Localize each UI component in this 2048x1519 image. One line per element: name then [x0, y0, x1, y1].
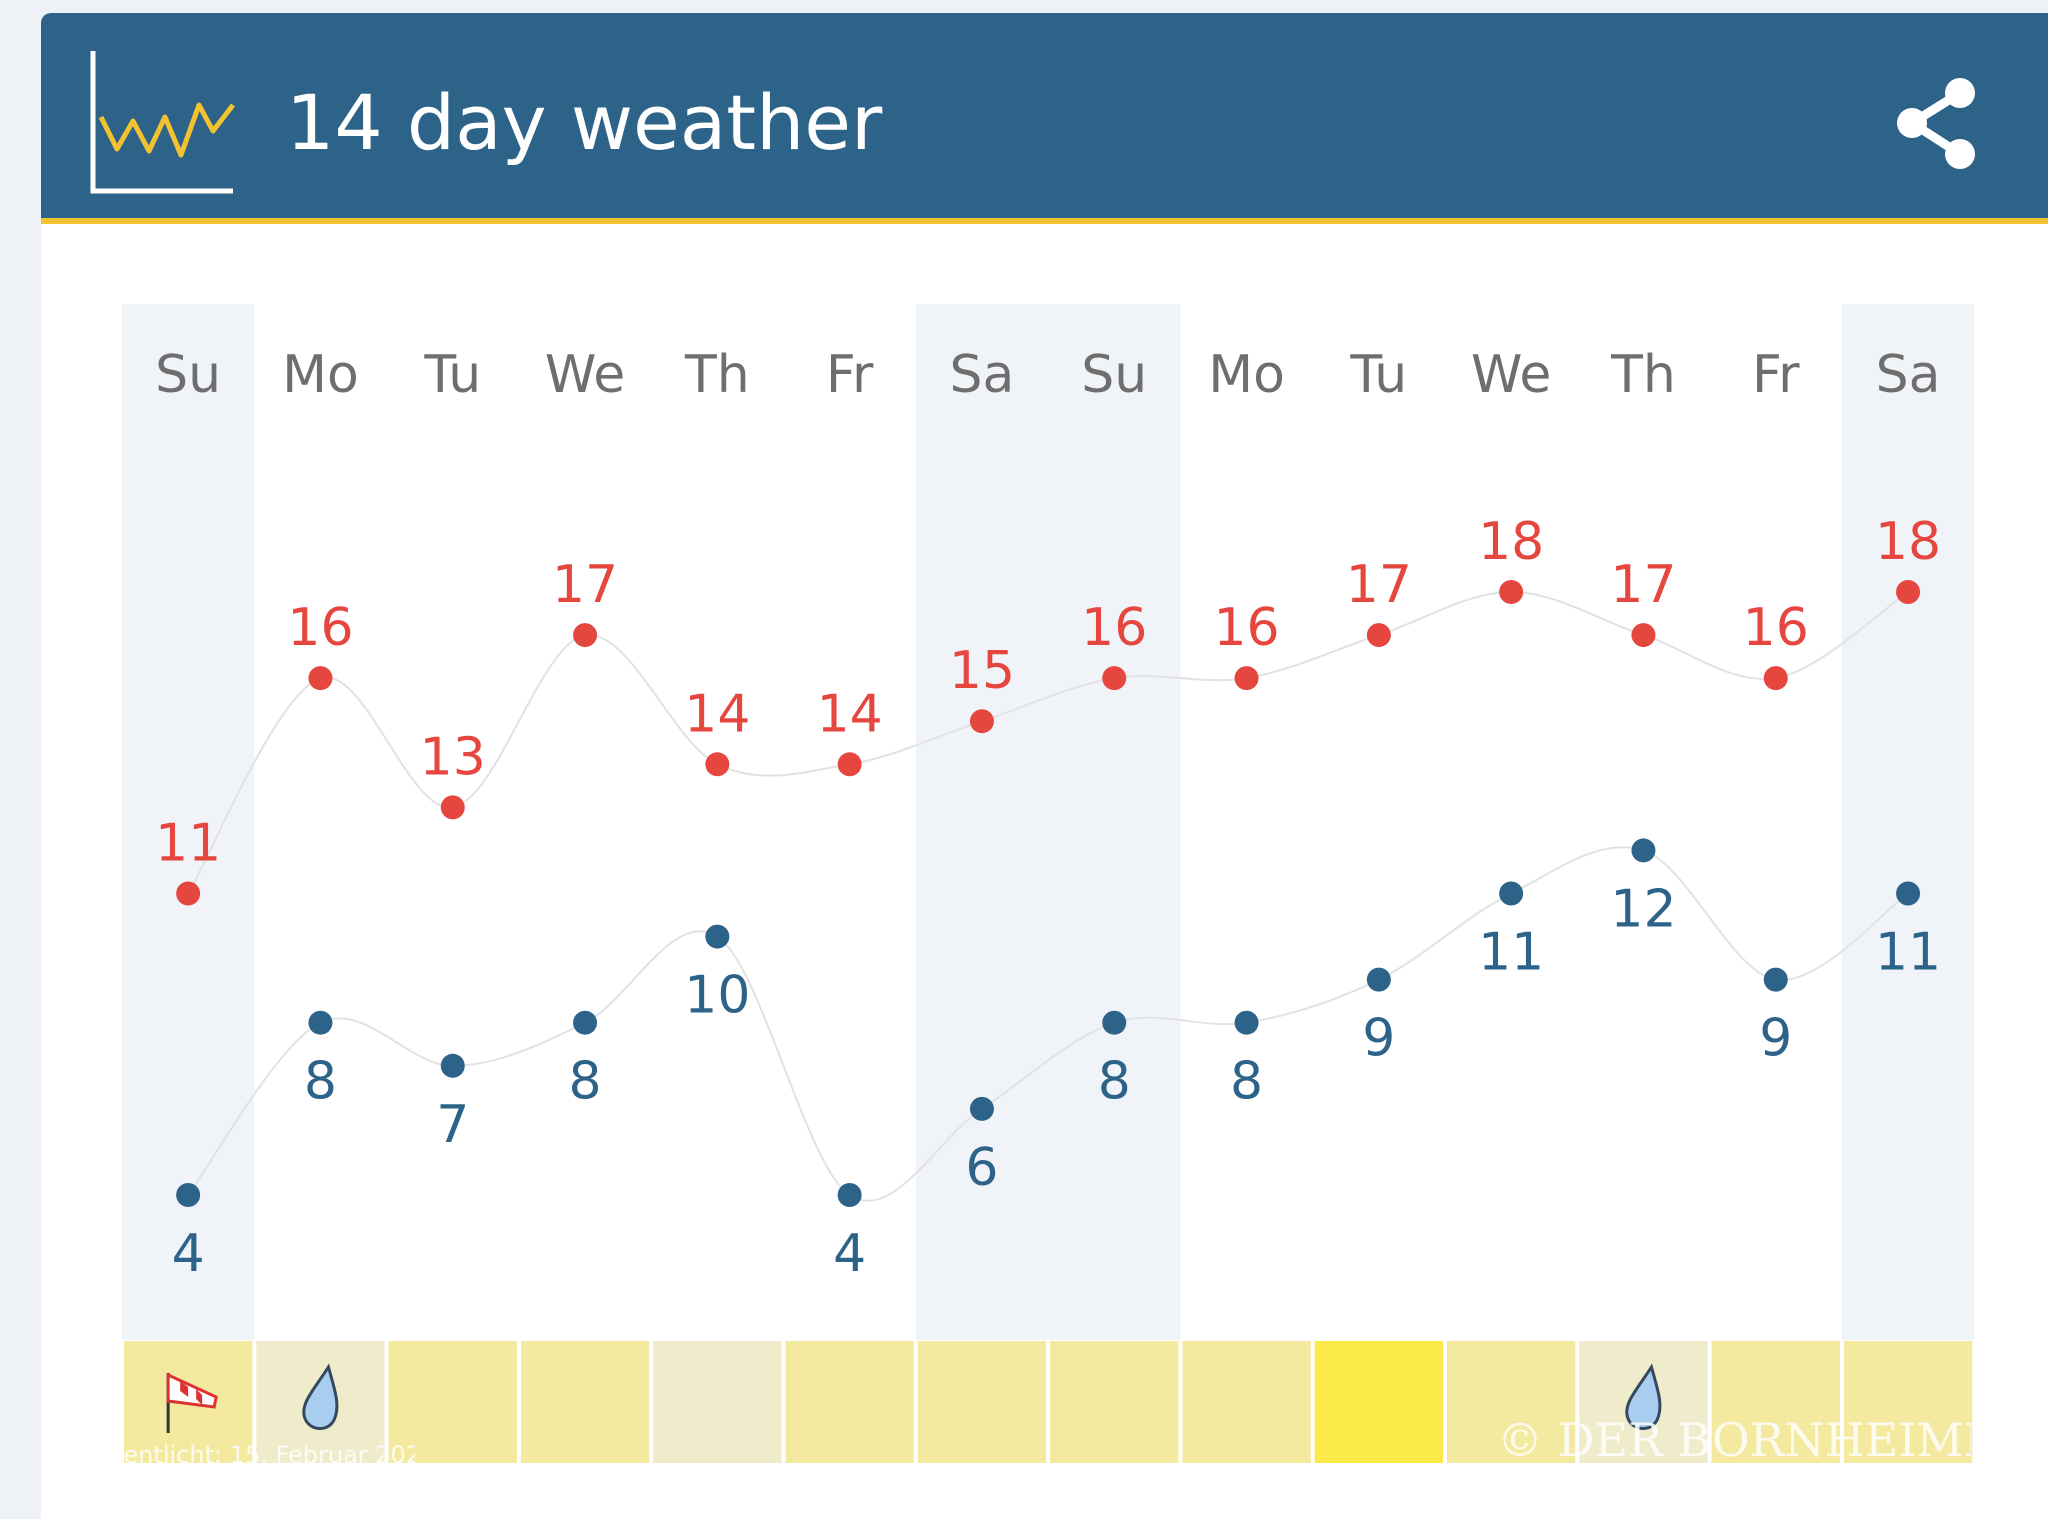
low-value-label: 11 [1875, 923, 1941, 983]
day-label: Su [155, 345, 221, 405]
day-label: We [1471, 345, 1551, 405]
low-point [969, 1096, 994, 1121]
high-value-label: 18 [1875, 512, 1941, 572]
low-point [1631, 838, 1656, 863]
weekend-band [915, 304, 1049, 1340]
low-value-label: 8 [1230, 1052, 1263, 1112]
high-value-label: 15 [949, 641, 1015, 701]
wind-sock-icon [166, 1372, 218, 1433]
low-point [1234, 1010, 1259, 1035]
sunshine-cell [1843, 1341, 1973, 1463]
sunshine-cell [917, 1341, 1047, 1463]
low-value-label: 8 [304, 1052, 337, 1112]
high-value-label: 17 [1610, 555, 1676, 615]
low-value-label: 8 [569, 1052, 602, 1112]
day-label: Tu [1349, 345, 1407, 405]
high-value-label: 17 [1346, 555, 1412, 615]
low-point [1499, 881, 1524, 906]
sunshine-cell [653, 1341, 782, 1463]
low-value-label: 4 [833, 1224, 866, 1284]
high-value-label: 17 [552, 555, 618, 615]
low-point [573, 1010, 598, 1035]
day-label: Su [1081, 345, 1147, 405]
high-value-label: 13 [420, 727, 486, 787]
day-label: Sa [950, 345, 1015, 405]
header-bar: 14 day weather [41, 13, 2048, 224]
high-point [1366, 623, 1391, 648]
high-value-label: 14 [817, 684, 883, 744]
low-value-label: 9 [1362, 1009, 1395, 1069]
low-value-label: 6 [965, 1138, 998, 1198]
low-value-label: 10 [684, 966, 750, 1026]
low-point [308, 1010, 333, 1035]
high-value-label: 16 [1743, 598, 1809, 658]
day-label: Fr [1752, 345, 1800, 405]
high-value-label: 11 [155, 814, 221, 874]
high-point [705, 752, 730, 777]
day-label: Mo [282, 345, 359, 405]
sunshine-cell [388, 1341, 517, 1463]
high-point [1102, 666, 1127, 691]
high-value-label: 16 [1213, 598, 1279, 658]
low-value-label: 8 [1098, 1052, 1131, 1112]
low-point [1102, 1010, 1127, 1035]
high-point [176, 881, 201, 906]
sunshine-cell [1050, 1341, 1179, 1463]
sunshine-cell [1447, 1341, 1576, 1463]
low-value-label: 4 [172, 1224, 205, 1284]
sunshine-cell [520, 1341, 650, 1463]
high-point [1896, 580, 1921, 604]
published-watermark: fentlicht: 15. Februar 2026 16:42 [115, 1441, 415, 1469]
low-value-label: 7 [436, 1095, 469, 1155]
low-value-label: 11 [1478, 923, 1544, 983]
high-value-label: 16 [287, 598, 353, 658]
sunshine-cell [785, 1341, 914, 1463]
day-label: Sa [1876, 345, 1941, 405]
high-point [837, 752, 862, 777]
day-label: We [545, 345, 625, 405]
low-value-label: 12 [1610, 879, 1676, 939]
share-icon[interactable] [1894, 76, 1978, 171]
high-point [1763, 666, 1788, 691]
high-value-label: 16 [1081, 598, 1147, 658]
page-title: 14 day weather [286, 78, 883, 167]
raindrop-icon [1625, 1363, 1662, 1430]
high-point [1499, 580, 1524, 604]
high-point [308, 666, 333, 691]
low-point [705, 924, 730, 949]
low-point [176, 1183, 201, 1207]
high-value-label: 14 [684, 684, 750, 744]
high-point [573, 623, 598, 648]
low-point [1763, 967, 1788, 992]
high-point [1631, 623, 1656, 648]
sunshine-cell [1711, 1341, 1840, 1463]
day-label: Th [1610, 345, 1676, 405]
weekend-band [1841, 304, 1975, 1340]
high-point [969, 709, 994, 734]
line-chart-icon [90, 51, 235, 194]
low-point [440, 1053, 465, 1078]
day-label: Tu [423, 345, 481, 405]
day-label: Fr [826, 345, 874, 405]
low-point [1366, 967, 1391, 992]
weekend-band [1048, 304, 1181, 1340]
day-label: Th [684, 345, 750, 405]
low-point [1896, 881, 1921, 906]
low-value-label: 9 [1759, 1009, 1792, 1069]
copyright-watermark: © DER BORNHEIMER [1497, 1413, 1971, 1467]
low-point [837, 1183, 862, 1207]
high-value-label: 18 [1478, 512, 1544, 572]
weekend-band [122, 304, 255, 1340]
day-label: Mo [1208, 345, 1285, 405]
high-point [440, 795, 465, 820]
high-point [1234, 666, 1259, 691]
sunshine-cell [1314, 1341, 1443, 1463]
sunshine-cell [1182, 1341, 1311, 1463]
raindrop-icon [302, 1363, 339, 1430]
